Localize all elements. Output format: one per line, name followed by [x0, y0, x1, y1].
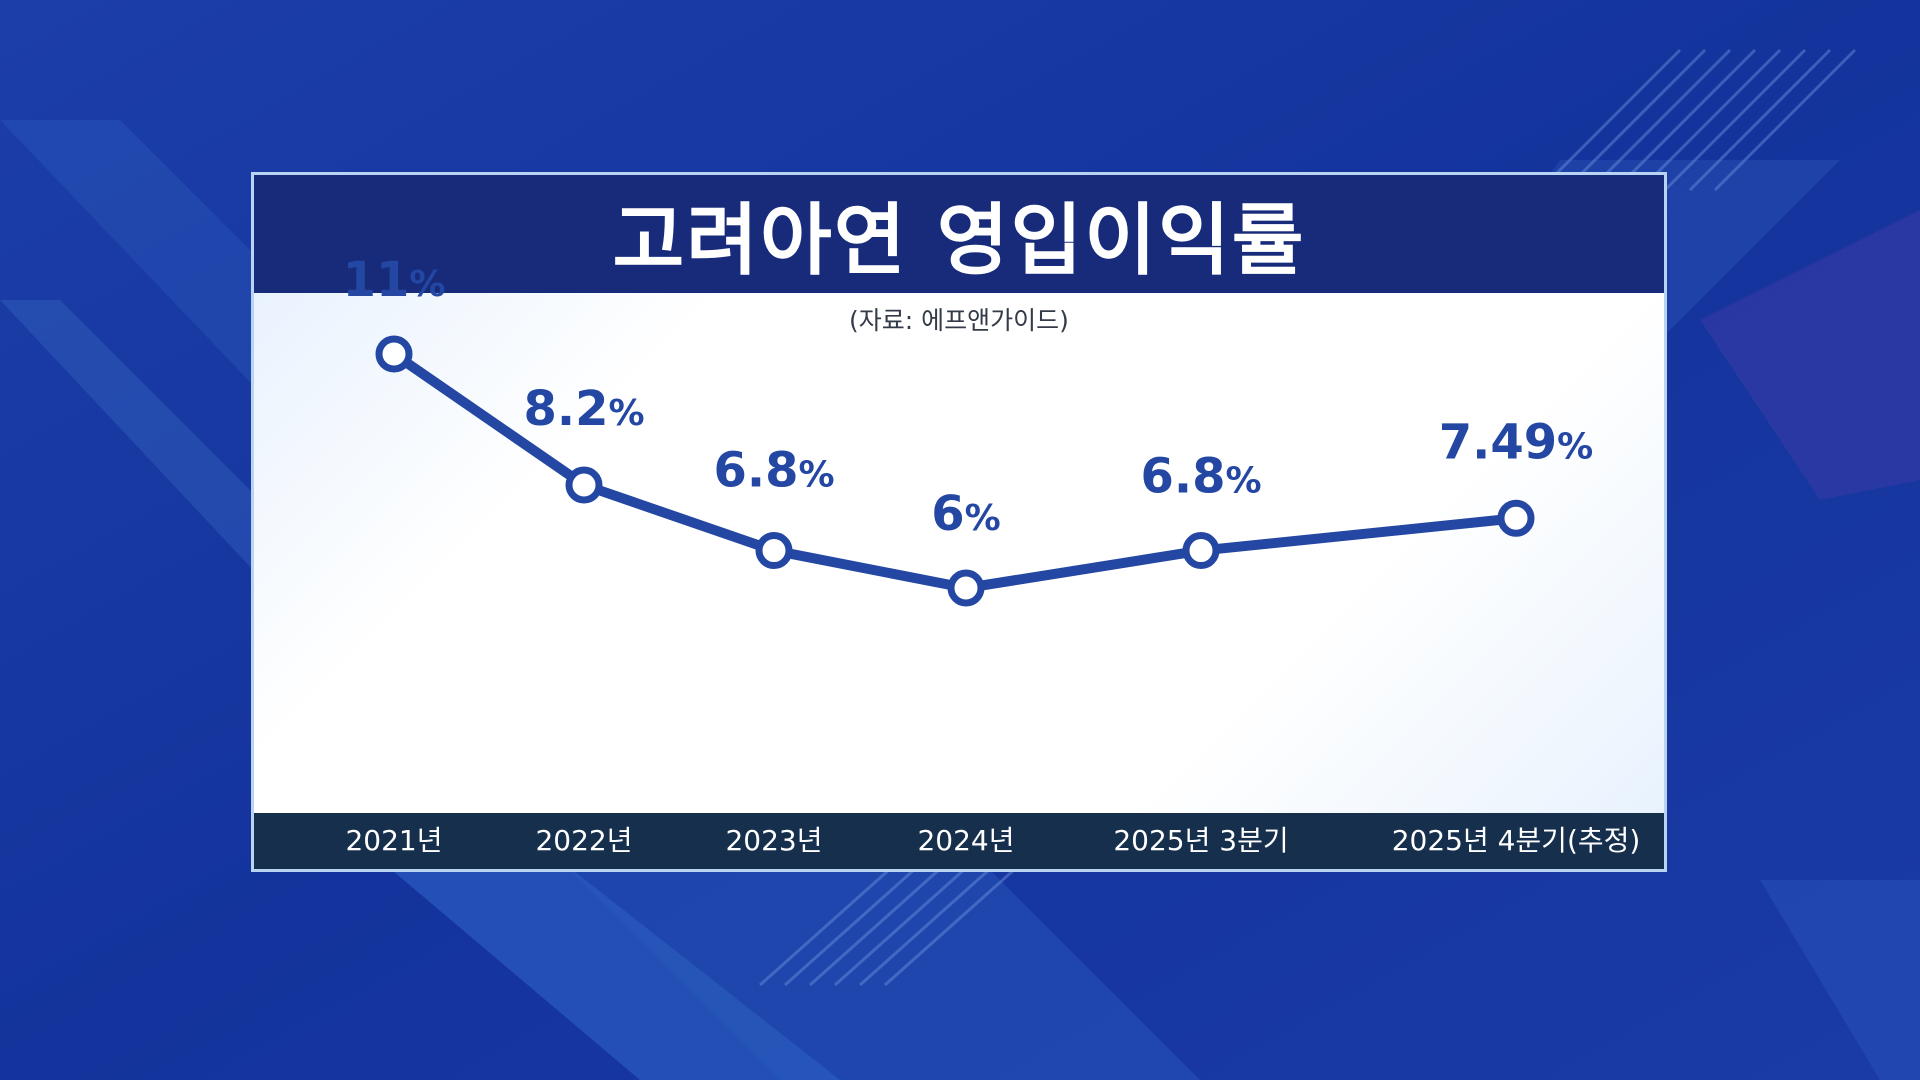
data-label: 6.8% [713, 443, 834, 499]
chart-card: 고려아연 영입이익률 (자료: 에프앤가이드) 11% 8.2% 6.8% 6% 6.8… [251, 172, 1667, 872]
x-tick-label: 2022년 [535, 824, 633, 857]
data-label: 8.2% [523, 381, 644, 437]
x-tick-label: 2025년 4분기(추정) [1391, 824, 1641, 857]
x-tick-label: 2023년 [725, 824, 823, 857]
x-tick-label: 2021년 [345, 824, 443, 857]
title-bar: 고려아연 영입이익률 [254, 175, 1664, 293]
series-line [389, 349, 1521, 593]
data-point [947, 569, 985, 607]
x-axis: 2021년 2022년 2023년 2024년 2025년 3분기 2025년 4분기(추… [254, 813, 1664, 869]
x-tick-label: 2024년 [917, 824, 1015, 857]
data-point [565, 466, 603, 504]
source-note: (자료: 에프앤가이드) [849, 306, 1069, 335]
data-point [755, 532, 793, 570]
line-chart: 11% 8.2% 6.8% 6% 6.8% 7.49% [343, 252, 1594, 607]
x-tick-label: 2025년 3분기 [1113, 824, 1289, 857]
data-label: 6% [931, 486, 1000, 542]
data-point [1497, 499, 1535, 537]
data-label: 11% [343, 252, 446, 308]
data-label: 6.8% [1140, 449, 1261, 505]
chart-title: 고려아연 영입이익률 [612, 196, 1306, 286]
data-point [375, 335, 413, 373]
data-label: 7.49% [1439, 414, 1594, 470]
data-point [1182, 532, 1220, 570]
